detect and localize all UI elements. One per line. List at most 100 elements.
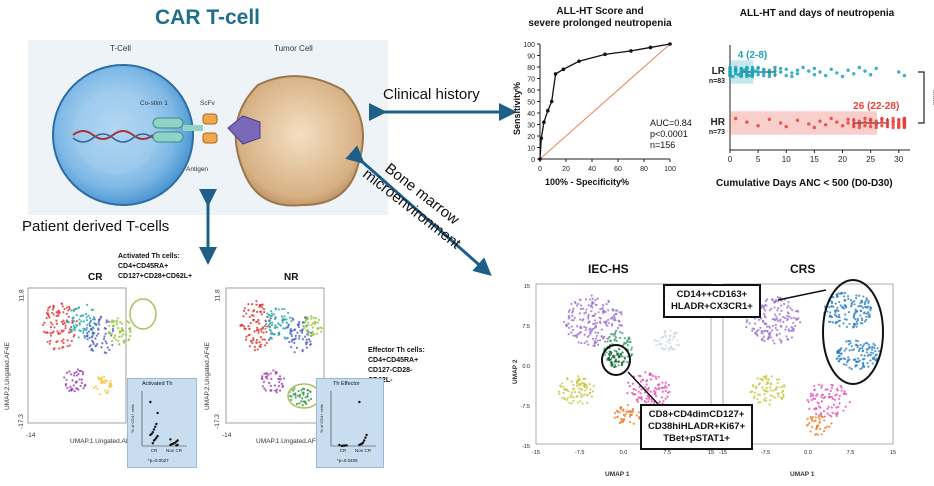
cluster-blue (88, 324, 92, 327)
cluster-purple (765, 325, 769, 328)
significance-stars: **** (927, 90, 934, 106)
cluster-darkgreen (307, 399, 310, 402)
cluster-monocyte (839, 348, 842, 351)
roc-title-line2: severe prolonged neutropenia (528, 18, 672, 29)
cluster-purple (761, 337, 764, 340)
cluster-grey (671, 338, 675, 341)
cluster-orange (622, 408, 625, 411)
cluster-orange (817, 414, 821, 417)
cluster-purple (279, 375, 282, 378)
cluster-purple (766, 298, 769, 301)
dot-point (897, 125, 901, 130)
cluster-purple (82, 387, 85, 390)
cluster-magenta (830, 386, 834, 389)
cluster-purple (77, 372, 80, 376)
cluster-orange (627, 410, 630, 413)
cluster-monocyte (835, 357, 838, 360)
cluster-monocyte (845, 363, 848, 366)
cluster-red (252, 318, 255, 322)
cluster-olive (771, 395, 775, 398)
nr-title: NR (284, 272, 299, 283)
cluster-orange (635, 414, 638, 417)
cluster-red (256, 328, 259, 331)
cluster-magenta (824, 388, 827, 391)
cluster-monocyte (856, 357, 860, 360)
cluster-purple (595, 334, 599, 338)
cluster-red (250, 314, 254, 317)
cluster-red (55, 319, 58, 322)
cluster-monocyte (847, 297, 850, 301)
cluster-purple (579, 307, 582, 311)
cluster-darkgreen (298, 395, 301, 398)
cluster-purple (769, 336, 773, 339)
cluster-purple (615, 312, 618, 315)
cluster-monocyte (868, 313, 871, 317)
dot-point (857, 119, 862, 123)
cluster-green (108, 324, 111, 327)
cluster-purple (773, 313, 777, 316)
cluster-purple (599, 321, 602, 325)
cluster-red (258, 341, 261, 344)
cluster-orange (623, 414, 626, 417)
cluster-red (63, 321, 66, 325)
cluster-red (66, 306, 69, 309)
cluster-blue (303, 335, 307, 338)
right-xtick-label: 15 (890, 450, 896, 456)
inset-point (358, 443, 361, 447)
cluster-olive (769, 386, 772, 389)
cluster-purple (606, 324, 609, 327)
cluster-magenta (826, 412, 829, 415)
cluster-blue (103, 351, 106, 354)
cluster-green (311, 322, 314, 325)
cluster-blue (93, 322, 96, 325)
cluster-purple (745, 320, 748, 324)
cluster-purple (568, 309, 571, 312)
cluster-olive (576, 379, 579, 382)
inset-point (152, 428, 156, 431)
roc-point (553, 72, 558, 76)
dot-point (756, 65, 760, 70)
cluster-purple (791, 308, 794, 312)
inset-point (152, 439, 156, 442)
cluster-purple (745, 319, 749, 322)
cluster-purple (572, 307, 575, 310)
cluster-magenta (635, 398, 638, 402)
cluster-red (56, 340, 59, 343)
lr-n: n=83 (709, 78, 725, 85)
scfv-label: ScFv (200, 100, 215, 107)
cluster-green (118, 343, 121, 346)
cluster-darkgreen (302, 393, 305, 396)
cluster-olive (582, 377, 585, 381)
cluster-purple (571, 314, 574, 317)
cluster-red (46, 340, 49, 344)
cluster-teal (286, 311, 290, 314)
dot-point (756, 124, 760, 128)
cluster-monocyte (832, 305, 835, 308)
cluster-purple (790, 317, 793, 320)
cluster-cd8 (617, 356, 621, 359)
cluster-green (613, 339, 616, 342)
cluster-blue (301, 321, 304, 324)
cluster-red (244, 327, 247, 331)
cluster-olive (569, 395, 573, 399)
cluster-olive (756, 398, 759, 401)
cluster-red (70, 339, 73, 342)
cluster-monocyte (869, 354, 873, 357)
cluster-yellow (109, 382, 113, 386)
cluster-red (57, 314, 60, 317)
cluster-magenta (828, 414, 831, 417)
cluster-purple (763, 340, 766, 343)
cluster-blue (89, 328, 92, 331)
cluster-blue (301, 350, 304, 353)
cluster-magenta (655, 377, 658, 380)
cluster-teal (271, 321, 274, 324)
cluster-purple (752, 327, 756, 331)
cluster-magenta (652, 401, 656, 404)
cluster-magenta (654, 375, 657, 378)
cluster-red (255, 341, 258, 344)
cluster-olive (757, 401, 760, 404)
cluster-teal (82, 331, 85, 334)
cluster-purple (585, 308, 588, 311)
cluster-magenta (660, 386, 663, 390)
cluster-purple (80, 381, 83, 385)
